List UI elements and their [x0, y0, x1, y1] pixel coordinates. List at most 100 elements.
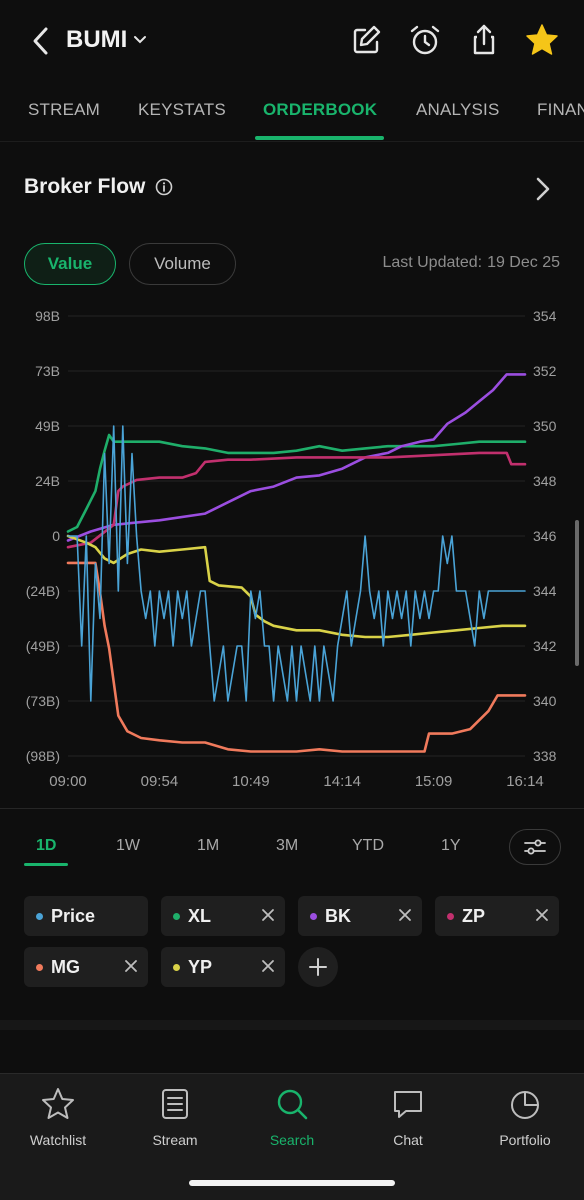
y-right-tick-label: 344	[533, 583, 557, 599]
legend-chip-label: XL	[188, 905, 212, 926]
info-icon[interactable]	[155, 178, 173, 196]
y-left-tick-label: 73B	[35, 363, 60, 379]
series-color-dot	[36, 963, 43, 971]
tab-keystats[interactable]: KEYSTATS	[138, 100, 226, 119]
range-ytd[interactable]: YTD	[352, 837, 384, 854]
nav-search[interactable]: Search	[242, 1086, 342, 1148]
legend-chip-label: MG	[51, 956, 80, 977]
legend-chip-xl[interactable]: XL	[161, 896, 285, 936]
nav-label: Portfolio	[499, 1132, 551, 1148]
nav-label: Search	[269, 1132, 315, 1148]
range-1y[interactable]: 1Y	[441, 837, 461, 854]
range-1m[interactable]: 1M	[197, 837, 220, 854]
y-right-tick-label: 350	[533, 418, 557, 434]
series-color-dot	[173, 912, 180, 920]
ticker-selector[interactable]: BUMI	[66, 26, 147, 54]
chevron-left-icon[interactable]	[28, 24, 52, 58]
legend-chip-yp[interactable]: YP	[161, 947, 285, 987]
legend-chip-label: ZP	[462, 905, 486, 926]
range-selector: 1D 1W 1M 3M YTD 1Y	[0, 808, 584, 872]
y-right-tick-label: 352	[533, 363, 557, 379]
y-left-tick-label: 98B	[35, 308, 60, 324]
y-right-tick-label: 346	[533, 528, 557, 544]
y-left-tick-label: 24B	[35, 473, 60, 489]
section-divider	[0, 1020, 584, 1030]
y-left-tick-label: (98B)	[26, 748, 60, 764]
share-icon[interactable]	[466, 22, 502, 58]
x-tick-label: 15:09	[415, 773, 453, 790]
volume-toggle-button[interactable]: Volume	[129, 243, 236, 285]
section-title-text: Broker Flow	[24, 175, 146, 198]
series-line-xl	[66, 433, 527, 533]
legend-chip-label: Price	[51, 905, 96, 926]
x-tick-label: 10:49	[232, 773, 270, 790]
legend-chip-mg[interactable]: MG	[24, 947, 148, 987]
tab-analysis[interactable]: ANALYSIS	[416, 100, 500, 119]
tab-orderbook[interactable]: ORDERBOOK	[263, 100, 378, 119]
last-updated-value: 19 Dec 25	[487, 254, 560, 271]
star-icon[interactable]	[524, 22, 560, 58]
tab-bar: STREAM KEYSTATS ORDERBOOK ANALYSIS FINAN	[0, 88, 584, 142]
nav-label: Stream	[152, 1132, 198, 1148]
value-toggle-button[interactable]: Value	[24, 243, 116, 285]
add-broker-button[interactable]	[298, 947, 338, 987]
search-icon	[277, 1089, 308, 1120]
nav-watchlist[interactable]: Watchlist	[8, 1086, 108, 1148]
y-right-tick-label: 342	[533, 638, 557, 654]
chart-settings-button[interactable]	[509, 829, 561, 865]
bottom-navigation: Watchlist Stream Search Chat Portfolio	[0, 1073, 584, 1200]
range-3m[interactable]: 3M	[276, 837, 299, 854]
series-color-dot	[36, 912, 43, 920]
series-color-dot	[447, 912, 454, 920]
range-1w[interactable]: 1W	[116, 837, 140, 854]
last-updated: Last Updated: 19 Dec 25	[382, 254, 560, 272]
y-right-tick-label: 354	[533, 308, 557, 324]
y-left-tick-label: 0	[52, 528, 60, 544]
x-tick-label: 09:54	[141, 773, 179, 790]
chevron-right-icon[interactable]	[532, 175, 554, 203]
home-indicator	[189, 1180, 395, 1186]
nav-chat[interactable]: Chat	[358, 1086, 458, 1148]
close-icon[interactable]	[124, 959, 138, 973]
close-icon[interactable]	[398, 908, 412, 922]
close-icon[interactable]	[261, 908, 275, 922]
legend-chip-zp[interactable]: ZP	[435, 896, 559, 936]
series-color-dot	[173, 963, 180, 971]
x-tick-label: 14:14	[323, 773, 361, 790]
legend-chip-price[interactable]: Price	[24, 896, 148, 936]
app-header: BUMI	[0, 0, 584, 82]
series-line-mg	[66, 561, 527, 753]
scrollbar	[575, 520, 579, 666]
legend-chip-label: BK	[325, 905, 351, 926]
legend-chip-bk[interactable]: BK	[298, 896, 422, 936]
alarm-icon[interactable]	[407, 22, 443, 58]
active-tab-indicator	[255, 136, 384, 140]
sliders-icon	[524, 839, 546, 855]
close-icon[interactable]	[261, 959, 275, 973]
chevron-down-icon	[134, 36, 147, 44]
stream-icon	[162, 1089, 188, 1119]
range-1d[interactable]: 1D	[36, 837, 57, 854]
x-tick-label: 09:00	[49, 773, 87, 790]
active-range-indicator	[24, 863, 68, 866]
nav-portfolio[interactable]: Portfolio	[475, 1086, 575, 1148]
nav-label: Chat	[393, 1132, 423, 1148]
broker-flow-chart[interactable]: 98B 354 73B 352 49B 350 24B 348 0 346 (24B) 344 (49B…	[0, 300, 584, 800]
nav-label: Watchlist	[29, 1132, 87, 1148]
y-right-tick-label: 340	[533, 693, 557, 709]
series-color-dot	[310, 912, 317, 920]
legend-chip-label: YP	[188, 956, 213, 977]
series-line-bk	[66, 373, 527, 542]
tab-financials[interactable]: FINAN	[537, 100, 584, 119]
y-right-tick-label: 338	[533, 748, 557, 764]
broker-flow-title: Broker Flow	[24, 175, 173, 199]
series-line-price	[67, 425, 526, 702]
ticker-label: BUMI	[66, 26, 128, 53]
plus-icon	[309, 958, 327, 976]
nav-stream[interactable]: Stream	[125, 1086, 225, 1148]
close-icon[interactable]	[535, 908, 549, 922]
tab-stream[interactable]: STREAM	[28, 100, 101, 119]
x-tick-label: 16:14	[506, 773, 544, 790]
pie-chart-icon	[511, 1091, 539, 1119]
edit-icon[interactable]	[348, 22, 384, 58]
